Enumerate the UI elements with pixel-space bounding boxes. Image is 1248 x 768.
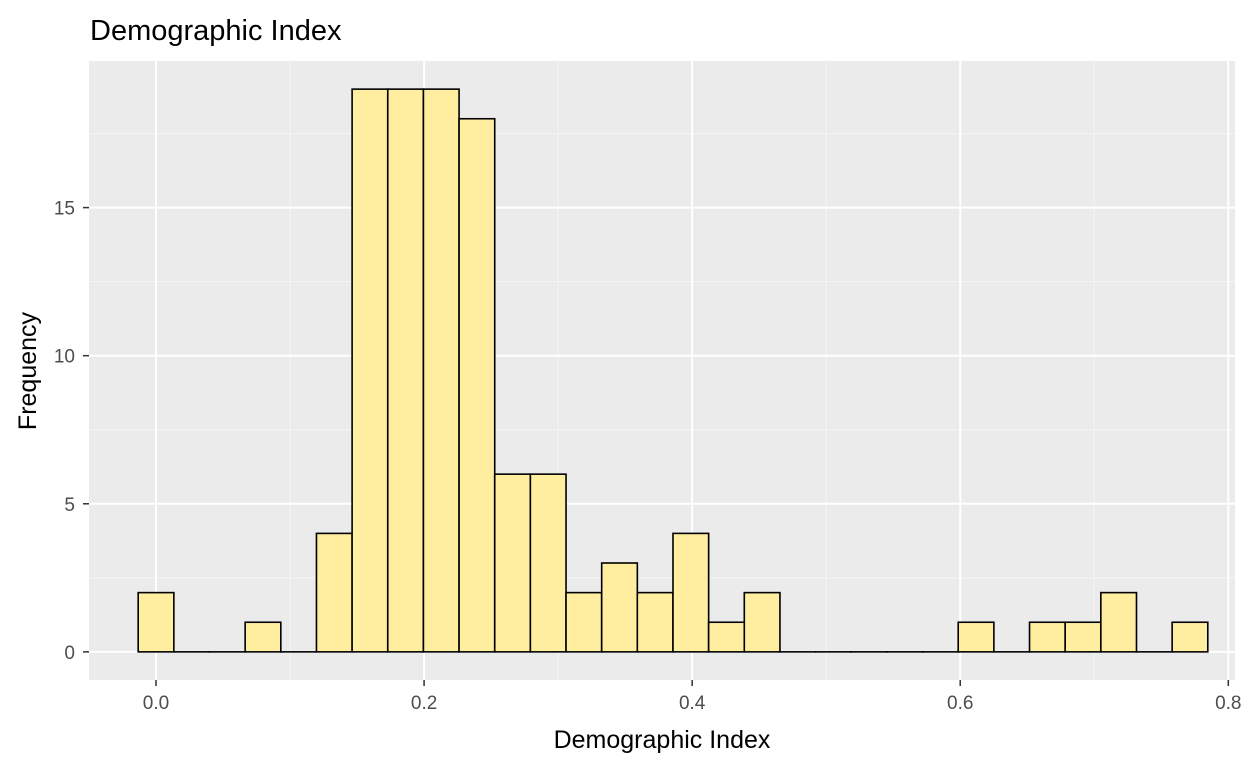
x-axis: 0.0 0.2 0.4 0.6 0.8 (143, 680, 1242, 714)
histogram-bar (493, 473, 532, 653)
y-axis-title: Frequency (14, 311, 42, 430)
minor-gridlines (89, 61, 1235, 680)
x-tick-label: 0.8 (1215, 693, 1241, 714)
y-tick-label: 5 (64, 495, 75, 516)
histogram-bar (351, 88, 389, 653)
x-tick-label: 0.6 (947, 693, 973, 714)
histogram-bar (386, 88, 425, 653)
histogram-bar (1028, 621, 1066, 653)
histogram-bar (458, 117, 496, 653)
histogram-bars (137, 88, 1209, 653)
x-tick-label: 0.0 (143, 693, 169, 714)
y-tick-label: 0 (64, 643, 75, 664)
y-tick-label: 15 (54, 199, 75, 220)
chart-title: Demographic Index (90, 15, 342, 47)
histogram-bar (707, 621, 746, 653)
histogram-bar (636, 591, 674, 653)
histogram-bar (137, 591, 175, 653)
histogram-bar (529, 473, 567, 653)
histogram-bar (957, 621, 995, 653)
x-axis-title: Demographic Index (554, 726, 771, 754)
plot-panel (89, 61, 1235, 680)
histogram-bar (672, 532, 710, 653)
histogram-bar (1064, 621, 1102, 653)
histogram-bar (1100, 591, 1138, 653)
histogram-bar (1171, 621, 1209, 653)
x-tick-label: 0.2 (411, 693, 437, 714)
histogram-bar (743, 591, 781, 653)
y-axis: 0 5 10 15 (54, 199, 89, 664)
y-tick-label: 10 (54, 347, 75, 368)
histogram-bar (315, 532, 353, 653)
histogram-bar (422, 88, 460, 653)
histogram-bar (600, 562, 639, 653)
histogram-bar (244, 621, 282, 653)
histogram-bar (565, 591, 603, 653)
x-tick-label: 0.4 (679, 693, 706, 714)
